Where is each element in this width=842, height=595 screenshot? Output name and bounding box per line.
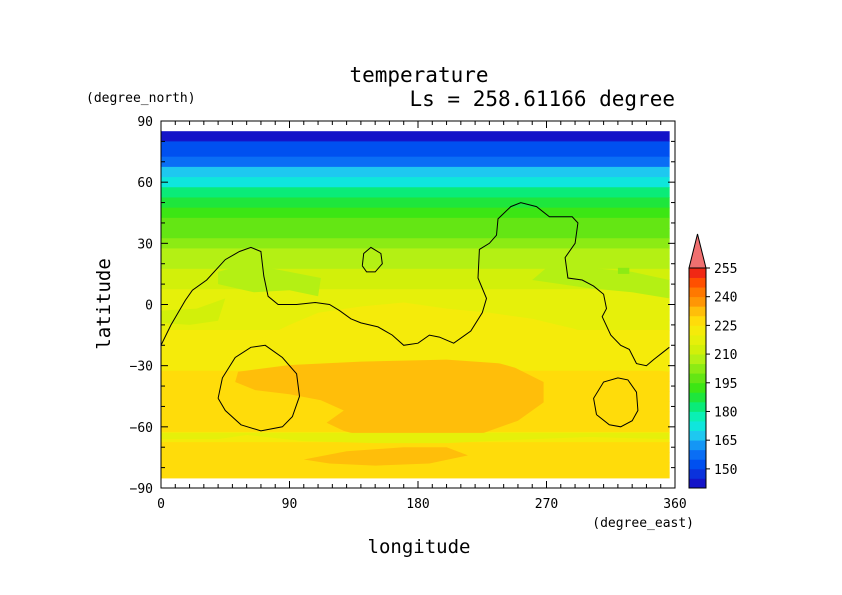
zonal-band	[161, 166, 670, 178]
colorbar-bin	[689, 354, 706, 365]
southern-crater-contour-2	[593, 377, 639, 428]
y-tick-label: 90	[137, 115, 153, 130]
zonal-band	[161, 228, 670, 239]
y-tick-label: 60	[137, 176, 153, 191]
equatorial-warm-band	[218, 302, 670, 372]
zonal-band	[161, 141, 670, 158]
northern-green-lobe-2	[532, 267, 670, 299]
topography-contour-north	[161, 202, 670, 367]
zonal-band	[161, 156, 670, 168]
x-tick-label: 180	[406, 497, 429, 512]
y-axis-label: latitude	[93, 258, 115, 350]
western-yellow-patch	[161, 298, 226, 325]
y-tick-label: −60	[130, 421, 153, 436]
colorbar-tick-label: 150	[714, 463, 737, 478]
colorbar-bin	[689, 373, 706, 384]
colorbar-bin	[689, 478, 706, 489]
zonal-band	[161, 289, 670, 301]
zonal-band	[161, 462, 670, 474]
colorbar-tick-label: 240	[714, 291, 737, 306]
colorbar-bin	[689, 459, 706, 470]
chart-subtitle: Ls = 258.61166 degree	[409, 87, 675, 111]
far-south-cool-strip	[161, 432, 670, 444]
colorbar-extend-triangle	[688, 233, 707, 269]
colorbar-bin	[689, 449, 706, 460]
zonal-band	[161, 207, 670, 219]
zonal-band	[161, 248, 670, 260]
southern-crater-contour-1	[217, 344, 301, 432]
x-tick-label: 360	[663, 497, 686, 512]
zonal-band	[161, 187, 670, 199]
zonal-band	[161, 197, 670, 209]
colorbar-bin	[689, 392, 706, 403]
zonal-band	[161, 131, 670, 142]
zonal-band	[161, 238, 670, 250]
y-axis-units: (degree_north)	[86, 91, 196, 106]
colorbar-bin	[689, 277, 706, 288]
colorbar-bin	[689, 296, 706, 307]
zonal-band	[161, 177, 670, 188]
colorbar-bin	[689, 334, 706, 345]
x-tick-label: 90	[282, 497, 298, 512]
colorbar-bin	[689, 430, 706, 441]
colorbar-bin	[689, 421, 706, 432]
chart-title: temperature	[349, 63, 488, 87]
colorbar-tick-label: 225	[714, 319, 737, 334]
colorbar-tick-label: 180	[714, 405, 737, 420]
colorbar-bin	[689, 382, 706, 393]
heatmap-patches	[161, 263, 670, 466]
colorbar-bin	[689, 411, 706, 422]
zonal-band	[161, 472, 670, 479]
colorbar-bin	[689, 287, 706, 298]
colorbar-tick-label: 195	[714, 377, 737, 392]
colorbar-bin	[689, 468, 706, 479]
colorbar-bin	[689, 363, 706, 374]
colorbar-tick-label: 165	[714, 434, 737, 449]
colorbar-bin	[689, 268, 706, 278]
contour-lines	[161, 202, 670, 432]
x-axis-label: longitude	[368, 536, 471, 558]
zonal-band	[161, 217, 670, 229]
colorbar-bin	[689, 306, 706, 317]
zonal-band	[161, 268, 670, 280]
colorbar-bin	[689, 344, 706, 355]
colorbar-tick-label: 255	[714, 262, 737, 277]
colorbar-bin	[689, 325, 706, 336]
zonal-band	[161, 279, 670, 290]
colorbar-frame	[688, 267, 707, 489]
colorbar-bin	[689, 315, 706, 326]
zonal-band	[161, 258, 670, 270]
y-tick-label: 30	[137, 237, 153, 252]
x-axis-units: (degree_east)	[592, 516, 694, 531]
y-tick-label: 0	[145, 299, 153, 314]
colorbar-bin	[689, 440, 706, 451]
southern-warm-core-2	[303, 447, 468, 466]
southern-warm-core-1	[235, 349, 544, 440]
y-tick-label: −90	[130, 482, 153, 497]
y-tick-label: −30	[130, 360, 153, 375]
x-tick-label: 270	[535, 497, 558, 512]
small-cold-spot	[617, 267, 630, 274]
axes: 0 90 180 270 360 90 60 30 0 −30 −60 −90	[130, 115, 687, 512]
northern-green-lobe	[218, 263, 321, 297]
x-tick-label: 0	[157, 497, 165, 512]
colorbar-bin	[689, 401, 706, 412]
colorbar-tick-label: 210	[714, 348, 737, 363]
small-island-contour	[361, 246, 383, 273]
colorbar: 150 165 180 195 210 225 240 255	[688, 233, 737, 489]
